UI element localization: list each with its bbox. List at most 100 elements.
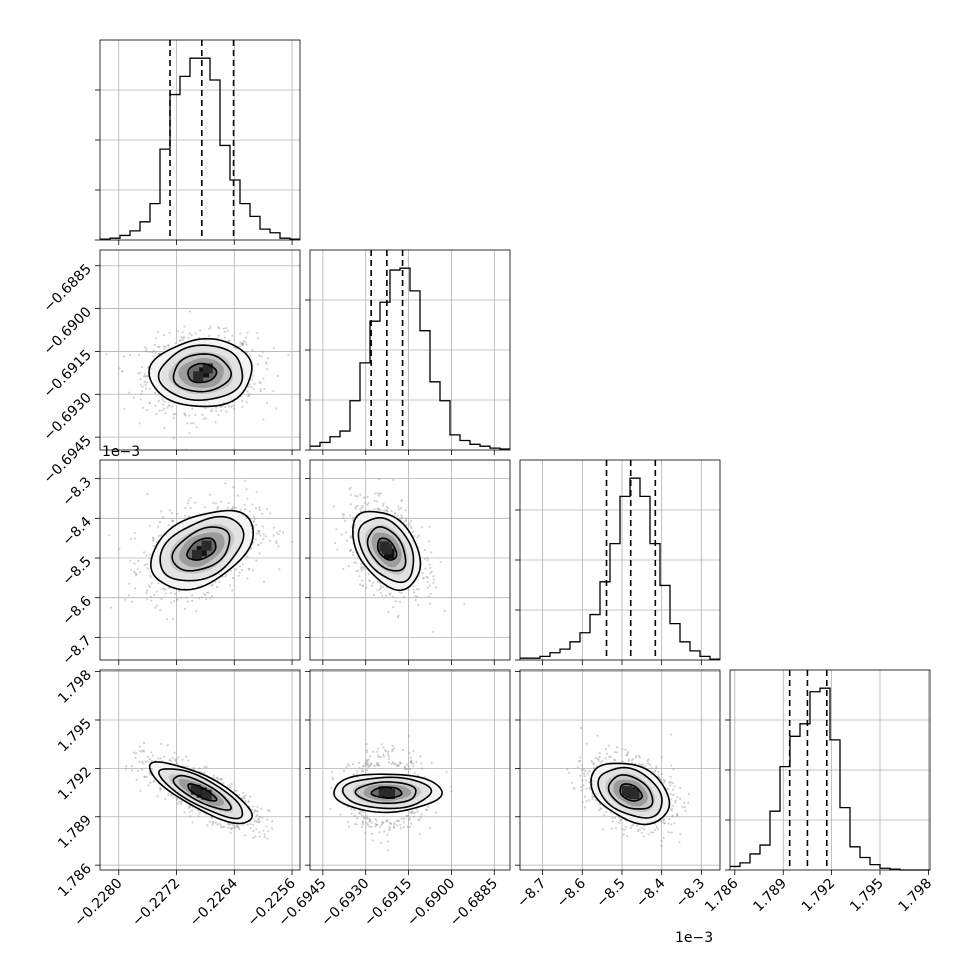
scatter-point [210,410,213,413]
scatter-point [363,817,366,820]
scatter-point [388,827,391,830]
scatter-point [393,762,396,765]
scatter-point [229,831,232,835]
histogram-1 [305,249,511,451]
scatter-point [387,849,390,852]
scatter-point [128,391,131,394]
scatter-point [201,413,204,416]
scatter-point [162,515,165,519]
scatter-point [163,755,166,758]
scatter-point [406,825,409,828]
scatter-point [359,566,362,569]
scatter-point [412,762,415,765]
scatter-point [344,531,347,534]
scatter-point [585,787,588,790]
scatter-point [265,535,268,538]
tick-label-y: 1.792 [55,764,95,804]
scatter-point [184,514,187,518]
scatter-point [158,409,161,412]
panel-2-1 [309,459,511,661]
scatter-point [615,826,618,829]
scatter-point [425,808,428,812]
scatter-point [660,844,663,848]
scatter-point [175,598,179,601]
scatter-point [266,837,269,840]
scatter-point [348,764,351,767]
scatter-point [263,833,266,836]
scatter-point [152,539,155,542]
scatter-point [176,802,180,805]
scatter-point [410,822,413,825]
scatter-point [200,770,203,774]
scatter-point [673,784,676,788]
scatter-point [660,839,663,842]
scatter-point [276,531,279,534]
scatter-point [253,518,256,521]
scatter-point [257,543,260,546]
scatter-point [405,768,408,771]
scatter-point [153,780,156,783]
scatter-point [380,743,383,746]
scatter-point [185,596,188,599]
scatter-point [154,606,157,609]
scatter-point [674,801,677,804]
scatter-point [663,819,666,822]
scatter-point [246,390,249,393]
scatter-point [419,816,422,819]
scatter-point [259,381,262,385]
scatter-point [366,817,369,820]
scatter-point [364,501,367,505]
scatter-point [143,775,146,779]
scatter-point [153,593,156,597]
scatter-point [463,602,466,605]
scatter-point [586,772,590,775]
scatter-point [413,591,416,594]
panel-2-0 [99,459,301,661]
scatter-point [190,422,193,425]
scatter-point [365,768,368,772]
contour-line [186,537,217,561]
scatter-point [592,796,595,799]
scatter-point [361,823,364,826]
scatter-point [261,816,264,819]
scatter-point [668,781,671,784]
scatter-point [105,353,108,356]
scatter-point [244,800,247,803]
scatter-point [186,422,189,425]
panel-frame [309,669,511,871]
scatter-point [169,759,172,762]
contour-line [159,515,245,582]
scatter-point [683,801,686,805]
scatter-point [647,833,650,836]
tick-label-y: 1.789 [55,812,95,852]
scatter-point [435,586,438,589]
scatter-point [622,833,625,836]
scatter-point [191,821,194,824]
scatter-point [596,734,599,737]
scatter-point [411,810,414,813]
scatter-point [399,823,402,826]
scatter-point [197,809,200,812]
scatter-point [160,598,163,601]
scatter-point [379,825,382,828]
scatter-point [279,529,282,532]
scatter-point [329,807,332,811]
scatter-point [655,767,658,770]
scatter-point [567,771,571,774]
scatter-point [242,791,245,794]
scatter-point [142,750,146,753]
scatter-point [227,339,230,342]
scatter-point [670,764,673,767]
scatter-point [424,567,427,570]
scatter-point [591,795,594,798]
scatter-point [342,516,345,520]
scatter-point [258,530,261,533]
scatter-point [429,566,432,570]
peak-cell [629,789,640,799]
scatter-point [412,535,415,538]
scatter-point [348,514,352,517]
scatter-point [351,763,355,766]
scatter-point [220,778,223,781]
scatter-point [235,789,238,792]
scatter-point [145,554,148,557]
